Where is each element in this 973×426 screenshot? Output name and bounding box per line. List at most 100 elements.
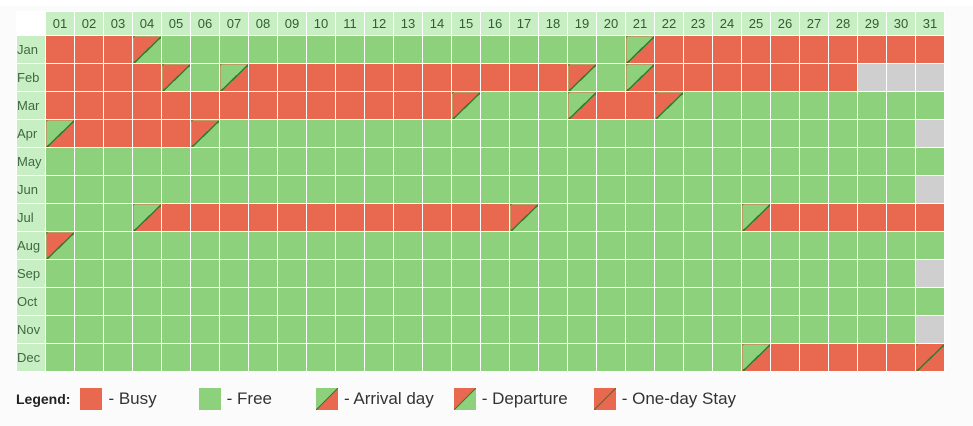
day-cell-free[interactable] [364,343,394,372]
day-cell-free[interactable] [567,203,597,232]
day-cell-busy[interactable] [828,203,858,232]
day-cell-free[interactable] [538,175,568,204]
day-cell-free[interactable] [74,147,104,176]
day-cell-free[interactable] [625,259,655,288]
day-cell-free[interactable] [335,343,365,372]
day-cell-free[interactable] [74,287,104,316]
day-cell-busy[interactable] [364,203,394,232]
day-cell-busy[interactable] [219,203,249,232]
day-cell-free[interactable] [451,287,481,316]
day-cell-free[interactable] [103,343,133,372]
day-cell-free[interactable] [161,343,191,372]
day-cell-busy[interactable] [422,91,452,120]
day-cell-free[interactable] [538,259,568,288]
day-cell-free[interactable] [625,119,655,148]
day-cell-free[interactable] [422,119,452,148]
day-cell-free[interactable] [509,147,539,176]
day-cell-free[interactable] [770,147,800,176]
day-cell-free[interactable] [712,119,742,148]
day-cell-free[interactable] [190,147,220,176]
day-cell-free[interactable] [857,287,887,316]
day-cell-free[interactable] [393,35,423,64]
day-cell-free[interactable] [306,231,336,260]
day-cell-free[interactable] [306,175,336,204]
day-cell-free[interactable] [132,259,162,288]
day-cell-free[interactable] [132,147,162,176]
day-cell-busy[interactable] [161,119,191,148]
day-cell-free[interactable] [683,203,713,232]
day-cell-free[interactable] [306,315,336,344]
day-cell-busy[interactable] [364,63,394,92]
day-cell-busy[interactable] [190,203,220,232]
day-cell-free[interactable] [335,35,365,64]
day-cell-free[interactable] [132,315,162,344]
day-cell-free[interactable] [480,35,510,64]
day-cell-free[interactable] [683,91,713,120]
day-cell-free[interactable] [538,35,568,64]
day-cell-free[interactable] [596,343,626,372]
day-cell-free[interactable] [567,147,597,176]
day-cell-busy[interactable] [248,91,278,120]
day-cell-busy[interactable] [857,35,887,64]
day-cell-free[interactable] [248,231,278,260]
day-cell-busy[interactable] [596,91,626,120]
day-cell-free[interactable] [596,35,626,64]
day-cell-busy[interactable] [335,63,365,92]
day-cell-free[interactable] [480,147,510,176]
day-cell-free[interactable] [364,287,394,316]
day-cell-busy[interactable] [335,91,365,120]
day-cell-free[interactable] [828,315,858,344]
day-cell-free[interactable] [219,259,249,288]
day-cell-free[interactable] [335,147,365,176]
day-cell-free[interactable] [190,315,220,344]
day-cell-free[interactable] [509,35,539,64]
day-cell-free[interactable] [451,175,481,204]
day-cell-free[interactable] [654,315,684,344]
day-cell-free[interactable] [480,175,510,204]
day-cell-free[interactable] [509,175,539,204]
day-cell-free[interactable] [915,287,945,316]
day-cell-free[interactable] [625,147,655,176]
day-cell-free[interactable] [712,147,742,176]
day-cell-free[interactable] [596,259,626,288]
day-cell-dep[interactable] [161,63,191,92]
day-cell-free[interactable] [306,35,336,64]
day-cell-free[interactable] [103,203,133,232]
day-cell-arr[interactable] [45,119,75,148]
day-cell-free[interactable] [103,315,133,344]
day-cell-free[interactable] [190,63,220,92]
day-cell-free[interactable] [915,231,945,260]
day-cell-free[interactable] [248,315,278,344]
day-cell-free[interactable] [161,175,191,204]
day-cell-busy[interactable] [451,63,481,92]
day-cell-free[interactable] [567,35,597,64]
day-cell-free[interactable] [538,287,568,316]
day-cell-free[interactable] [393,315,423,344]
day-cell-busy[interactable] [451,203,481,232]
day-cell-busy[interactable] [45,91,75,120]
day-cell-busy[interactable] [103,91,133,120]
day-cell-free[interactable] [567,175,597,204]
day-cell-free[interactable] [422,35,452,64]
day-cell-free[interactable] [828,259,858,288]
day-cell-free[interactable] [509,287,539,316]
day-cell-free[interactable] [712,175,742,204]
day-cell-free[interactable] [277,119,307,148]
day-cell-free[interactable] [509,315,539,344]
day-cell-free[interactable] [161,259,191,288]
day-cell-free[interactable] [654,147,684,176]
day-cell-free[interactable] [393,231,423,260]
day-cell-free[interactable] [393,147,423,176]
day-cell-free[interactable] [335,175,365,204]
day-cell-free[interactable] [393,259,423,288]
day-cell-dep[interactable] [45,231,75,260]
day-cell-busy[interactable] [161,203,191,232]
day-cell-free[interactable] [161,231,191,260]
day-cell-free[interactable] [567,231,597,260]
day-cell-busy[interactable] [886,35,916,64]
day-cell-free[interactable] [190,175,220,204]
day-cell-free[interactable] [799,287,829,316]
day-cell-free[interactable] [277,287,307,316]
day-cell-free[interactable] [857,91,887,120]
day-cell-free[interactable] [886,91,916,120]
